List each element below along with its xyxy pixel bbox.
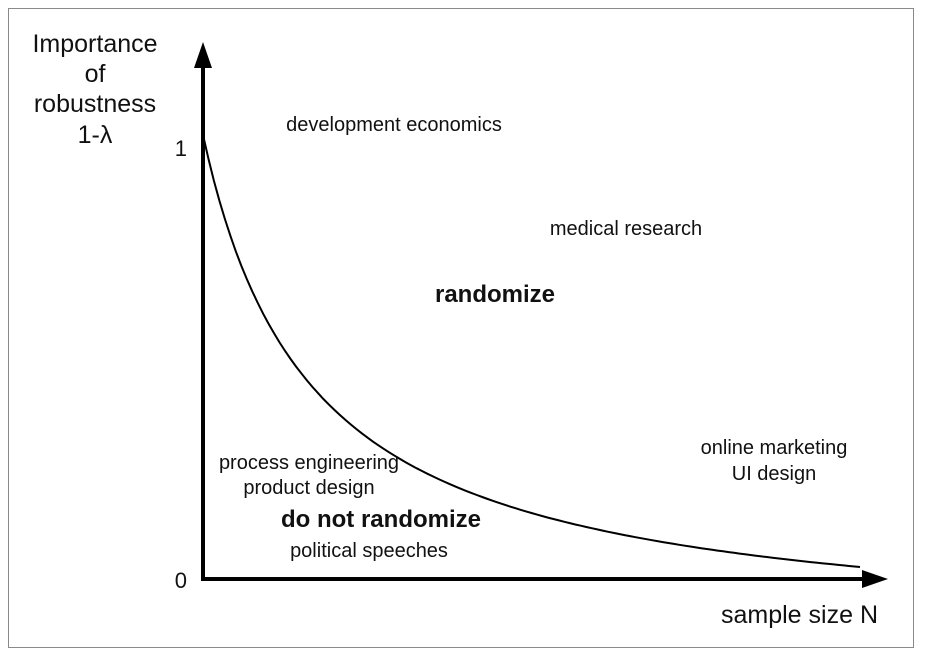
x-axis-arrowhead (862, 570, 888, 588)
label-development-economics: development economics (286, 114, 502, 136)
y-tick-1: 1 (175, 136, 187, 161)
label-online-marketing: online marketing (701, 437, 848, 459)
boundary-curve (202, 134, 861, 568)
diagram-frame (8, 8, 914, 648)
label-political-speeches: political speeches (290, 540, 448, 562)
y-tick-0: 0 (175, 568, 187, 593)
y-axis-title-line-2: of (85, 60, 106, 88)
label-product-design: product design (243, 477, 374, 499)
label-ui-design: UI design (732, 463, 817, 485)
x-axis-title: sample size N (721, 601, 878, 629)
y-axis-title-line-4: 1-λ (78, 121, 113, 149)
y-axis-title-line-1: Importance (32, 30, 157, 58)
label-process-engineering: process engineering (219, 452, 399, 474)
y-axis-title-line-3: robustness (34, 90, 156, 118)
label-do-not-randomize: do not randomize (281, 506, 481, 533)
y-axis-arrowhead (194, 42, 212, 68)
label-randomize: randomize (435, 281, 555, 308)
label-medical-research: medical research (550, 218, 702, 240)
